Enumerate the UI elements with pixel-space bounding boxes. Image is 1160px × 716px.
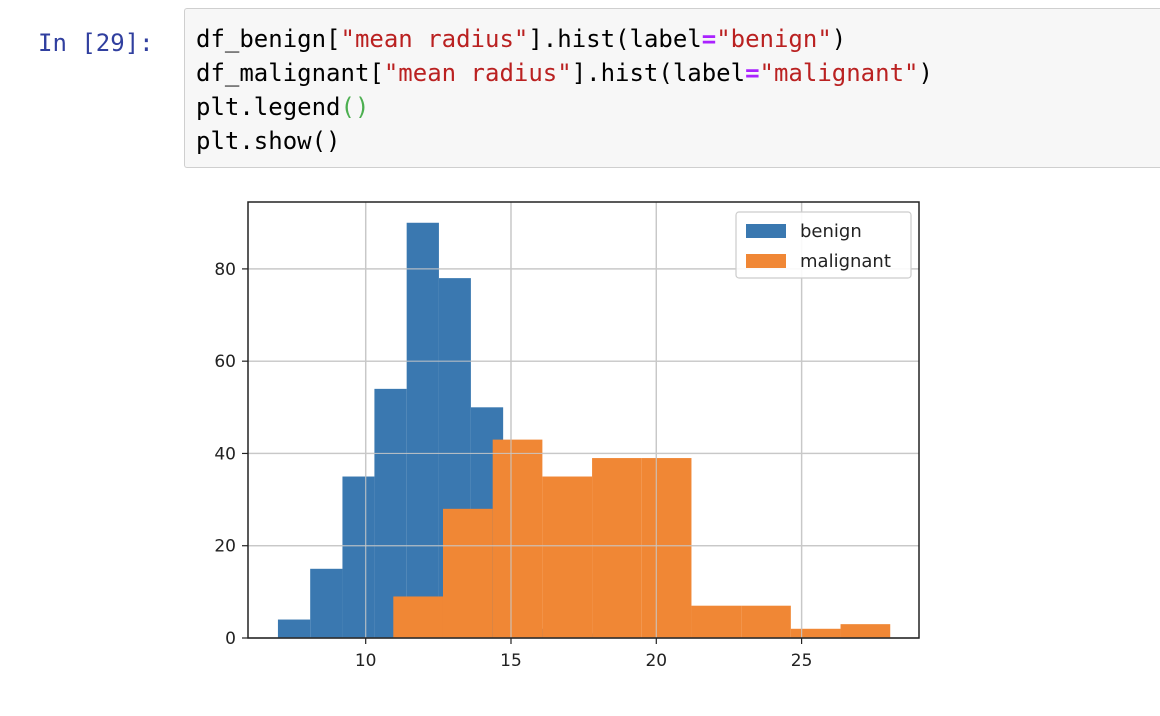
y-tick-label: 60	[214, 352, 236, 372]
legend-label-malignant: malignant	[800, 251, 891, 272]
malignant-bar	[741, 605, 791, 638]
malignant-bar	[442, 508, 493, 638]
malignant-bar	[691, 605, 742, 638]
y-tick-label: 40	[214, 444, 236, 464]
benign-bar	[342, 476, 375, 638]
malignant-bar	[641, 458, 692, 638]
y-tick-label: 0	[225, 629, 236, 649]
legend-swatch-benign	[746, 224, 786, 238]
benign-bar	[406, 222, 439, 638]
malignant-bar	[840, 624, 891, 638]
benign-bar	[277, 619, 311, 638]
code-line-1: df_benign["mean radius"].hist(label="ben…	[196, 25, 847, 53]
code-editor[interactable]: df_benign["mean radius"].hist(label="ben…	[196, 22, 933, 158]
x-tick-label: 10	[355, 651, 377, 671]
malignant-bar	[790, 628, 841, 638]
malignant-bar	[542, 476, 593, 638]
output-chart: 10 15 20 25 0 20 40 60 80 benign malignant	[184, 180, 944, 680]
legend-label-benign: benign	[800, 221, 862, 242]
legend-swatch-malignant	[746, 254, 786, 268]
input-prompt: In [29]:	[38, 29, 154, 57]
y-tick-label: 80	[214, 260, 236, 280]
x-tick-label: 15	[500, 651, 522, 671]
code-line-2: df_malignant["mean radius"].hist(label="…	[196, 59, 933, 87]
malignant-bar	[592, 458, 642, 638]
malignant-bar	[492, 439, 543, 638]
x-tick-label: 20	[645, 651, 667, 671]
code-cell-input[interactable]	[184, 8, 1160, 168]
histogram-chart: 10 15 20 25 0 20 40 60 80 benign malignant	[214, 201, 920, 671]
x-tick-label: 25	[791, 651, 813, 671]
code-line-3: plt.legend()	[196, 93, 370, 121]
code-line-4: plt.show()	[196, 127, 341, 155]
y-tick-label: 20	[214, 537, 236, 557]
plot-frame	[247, 201, 920, 639]
malignant-bar	[393, 596, 443, 638]
benign-bar	[310, 568, 343, 638]
